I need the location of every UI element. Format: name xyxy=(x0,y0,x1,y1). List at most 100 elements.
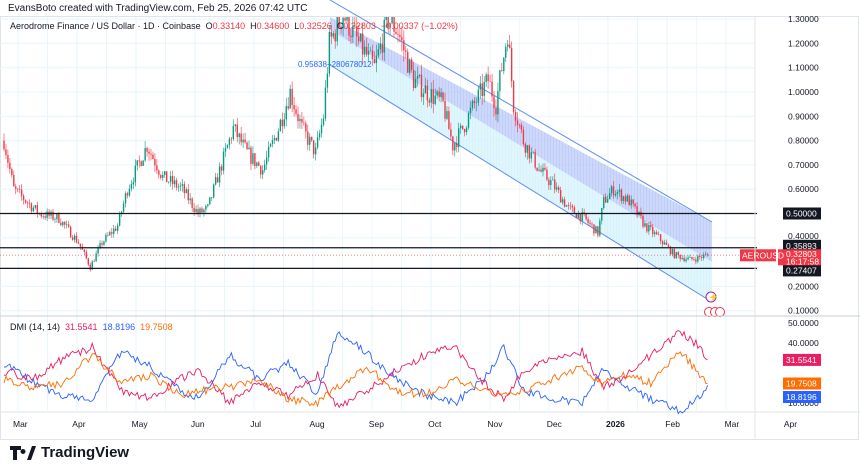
candle xyxy=(432,80,434,114)
candle-body xyxy=(158,170,160,175)
candle xyxy=(532,151,534,154)
candle xyxy=(608,187,611,200)
time-axis-label: Oct xyxy=(428,419,442,429)
price-axis-label: 0.90000 xyxy=(788,111,819,121)
candle-body xyxy=(477,89,480,103)
level-tag: 0.27407 xyxy=(786,265,817,275)
candle-body xyxy=(281,119,284,127)
candle-body xyxy=(258,162,260,166)
dmi-title[interactable]: DMI (14, 14) xyxy=(10,322,61,332)
candle-body xyxy=(301,118,303,123)
candle xyxy=(177,183,180,192)
candle xyxy=(42,213,44,220)
candle-body xyxy=(632,199,634,204)
candle-body xyxy=(701,256,703,259)
candle-body xyxy=(473,100,476,104)
candle xyxy=(477,85,480,106)
candle-body xyxy=(93,261,95,263)
candle xyxy=(260,165,262,179)
candle-body xyxy=(501,70,503,71)
time-axis-label: Aug xyxy=(310,419,325,429)
candle-body xyxy=(322,118,325,125)
candle-body xyxy=(416,75,419,79)
candle-body xyxy=(156,165,158,171)
candle xyxy=(620,188,623,204)
candle xyxy=(246,141,248,151)
minus-di-line xyxy=(3,330,708,409)
candle-body xyxy=(169,176,172,182)
candle xyxy=(160,174,162,180)
candle xyxy=(493,91,495,117)
candle-body xyxy=(620,189,623,201)
candle-body xyxy=(226,145,229,149)
candle-body xyxy=(67,224,70,227)
price-chart[interactable]: 0.95838+280678012 0.50000 0.35893 0.27407 1.… xyxy=(0,0,860,440)
candle xyxy=(550,176,552,190)
candle-body xyxy=(199,208,201,215)
channel-lower-line xyxy=(329,64,713,303)
candle-body xyxy=(689,257,691,258)
candle-body xyxy=(211,197,213,198)
symbol-title[interactable]: Aerodrome Finance / US Dollar · 1D · Coi… xyxy=(10,21,201,31)
candle xyxy=(673,247,676,259)
candle xyxy=(556,182,558,192)
candle xyxy=(554,173,556,194)
candle xyxy=(544,163,546,171)
candle xyxy=(387,17,389,34)
level-tag: 0.35893 xyxy=(786,241,817,251)
candle xyxy=(40,211,42,219)
candle-body xyxy=(399,34,401,38)
candle xyxy=(22,193,25,205)
candle-body xyxy=(663,242,666,245)
candle-body xyxy=(414,78,417,89)
candle xyxy=(657,231,660,236)
candle-body xyxy=(422,93,425,98)
candle xyxy=(360,33,362,43)
candle xyxy=(701,254,703,261)
candle-body xyxy=(316,137,319,148)
candle-body xyxy=(336,17,338,42)
candle xyxy=(248,140,250,150)
candle xyxy=(626,193,628,203)
candle xyxy=(522,126,525,146)
candle-body xyxy=(66,224,68,225)
candle-body xyxy=(89,264,91,270)
candle xyxy=(287,97,289,111)
candle xyxy=(677,251,679,259)
candle-body xyxy=(567,205,570,206)
candle-body xyxy=(491,81,493,97)
candle xyxy=(414,70,417,89)
candle xyxy=(77,239,80,245)
candle xyxy=(491,73,493,102)
candle xyxy=(20,184,23,201)
candle-body xyxy=(661,241,664,245)
candle xyxy=(524,142,527,158)
candle xyxy=(350,28,352,44)
candle-body xyxy=(652,226,654,235)
candle-body xyxy=(348,17,350,36)
candle xyxy=(312,140,315,159)
candle xyxy=(271,135,274,148)
candle xyxy=(448,106,450,130)
candle xyxy=(501,62,503,72)
candle xyxy=(273,134,276,144)
candle xyxy=(181,179,184,192)
candle xyxy=(440,88,442,103)
candle xyxy=(189,193,191,205)
candle xyxy=(663,239,666,245)
candle xyxy=(446,106,448,120)
candle xyxy=(671,247,674,257)
candle xyxy=(650,221,652,231)
candle xyxy=(111,228,113,238)
candle-body xyxy=(505,46,507,58)
candle xyxy=(610,184,613,197)
candle-body xyxy=(655,232,658,235)
candle-body xyxy=(485,74,487,83)
price-axis-label: 0.20000 xyxy=(788,281,819,291)
candle-body xyxy=(260,165,262,175)
candle-body xyxy=(693,259,695,260)
candle xyxy=(434,88,436,106)
candle-body xyxy=(532,151,534,153)
candle-body xyxy=(136,160,138,166)
candle xyxy=(17,187,19,193)
